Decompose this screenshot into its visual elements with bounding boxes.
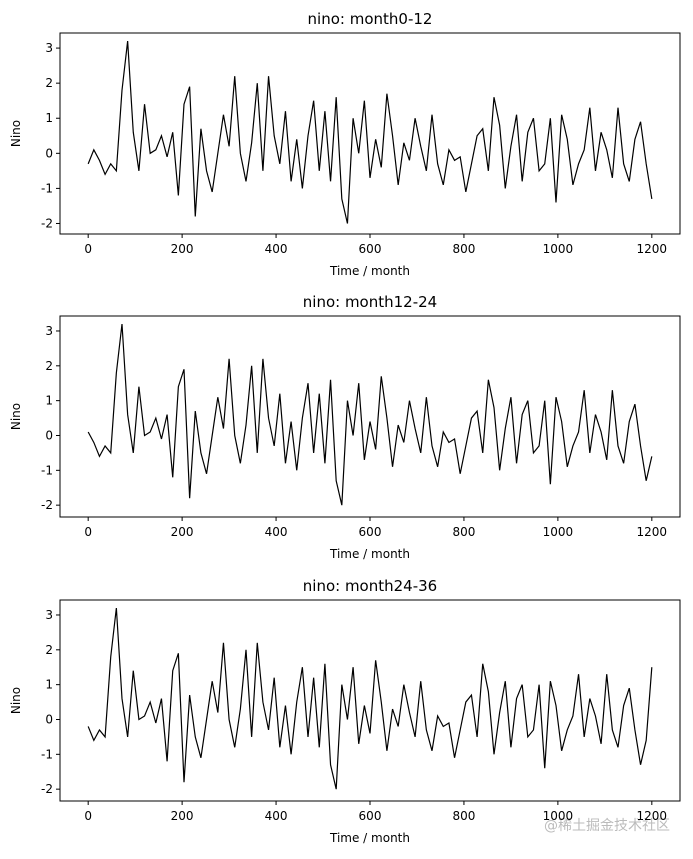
y-tick-label: -1 [41,747,53,761]
x-tick-label: 600 [359,242,382,256]
y-tick-label: 0 [45,428,53,442]
y-tick-label: -1 [41,463,53,477]
y-axis-label: Nino [9,403,23,430]
line [87,607,653,790]
x-tick-label: 200 [171,242,194,256]
x-tick-label: 0 [84,525,92,539]
line [87,41,653,224]
y-tick-label: 1 [45,678,53,692]
y-tick-label: 1 [45,394,53,408]
x-tick-label: 800 [452,809,475,823]
x-tick-label: 800 [452,525,475,539]
x-tick-label: 200 [171,809,194,823]
x-tick-label: 1200 [637,242,668,256]
y-tick-label: 1 [45,111,53,125]
y-axis-label: Nino [9,120,23,147]
axes-frame [59,32,681,235]
x-tick-label: 600 [359,525,382,539]
line [87,323,653,506]
x-tick-label: 400 [265,242,288,256]
chart-title: nino: month0-12 [308,10,433,28]
y-tick-label: 2 [45,359,53,373]
x-tick-label: 1200 [637,809,668,823]
x-tick-label: 1000 [543,525,574,539]
watermark: @稀土掘金技术社区 [544,818,670,834]
y-tick-label: 3 [45,608,53,622]
y-tick-label: 0 [45,146,53,160]
x-axis-label: Time / month [329,264,410,278]
y-tick-label: -2 [41,216,53,230]
x-tick-label: 200 [171,525,194,539]
y-axis-label: Nino [9,687,23,714]
axes-frame [59,315,681,518]
axes-frame [59,599,681,802]
y-tick-label: 0 [45,712,53,726]
x-tick-label: 1000 [543,242,574,256]
chart-title: nino: month12-24 [303,293,437,311]
x-axis-label: Time / month [329,547,410,561]
y-tick-label: -1 [41,181,53,195]
y-tick-label: 2 [45,76,53,90]
y-tick-label: 3 [45,324,53,338]
x-tick-label: 600 [359,809,382,823]
x-tick-label: 1200 [637,525,668,539]
x-axis-label: Time / month [329,831,410,845]
x-tick-label: 0 [84,809,92,823]
y-tick-label: 3 [45,41,53,55]
y-tick-label: 2 [45,643,53,657]
x-tick-label: 800 [452,242,475,256]
chart-title: nino: month24-36 [303,577,437,595]
x-tick-label: 0 [84,242,92,256]
x-tick-label: 400 [265,525,288,539]
y-tick-label: -2 [41,782,53,796]
y-tick-label: -2 [41,498,53,512]
x-tick-label: 400 [265,809,288,823]
x-tick-label: 1000 [543,809,574,823]
